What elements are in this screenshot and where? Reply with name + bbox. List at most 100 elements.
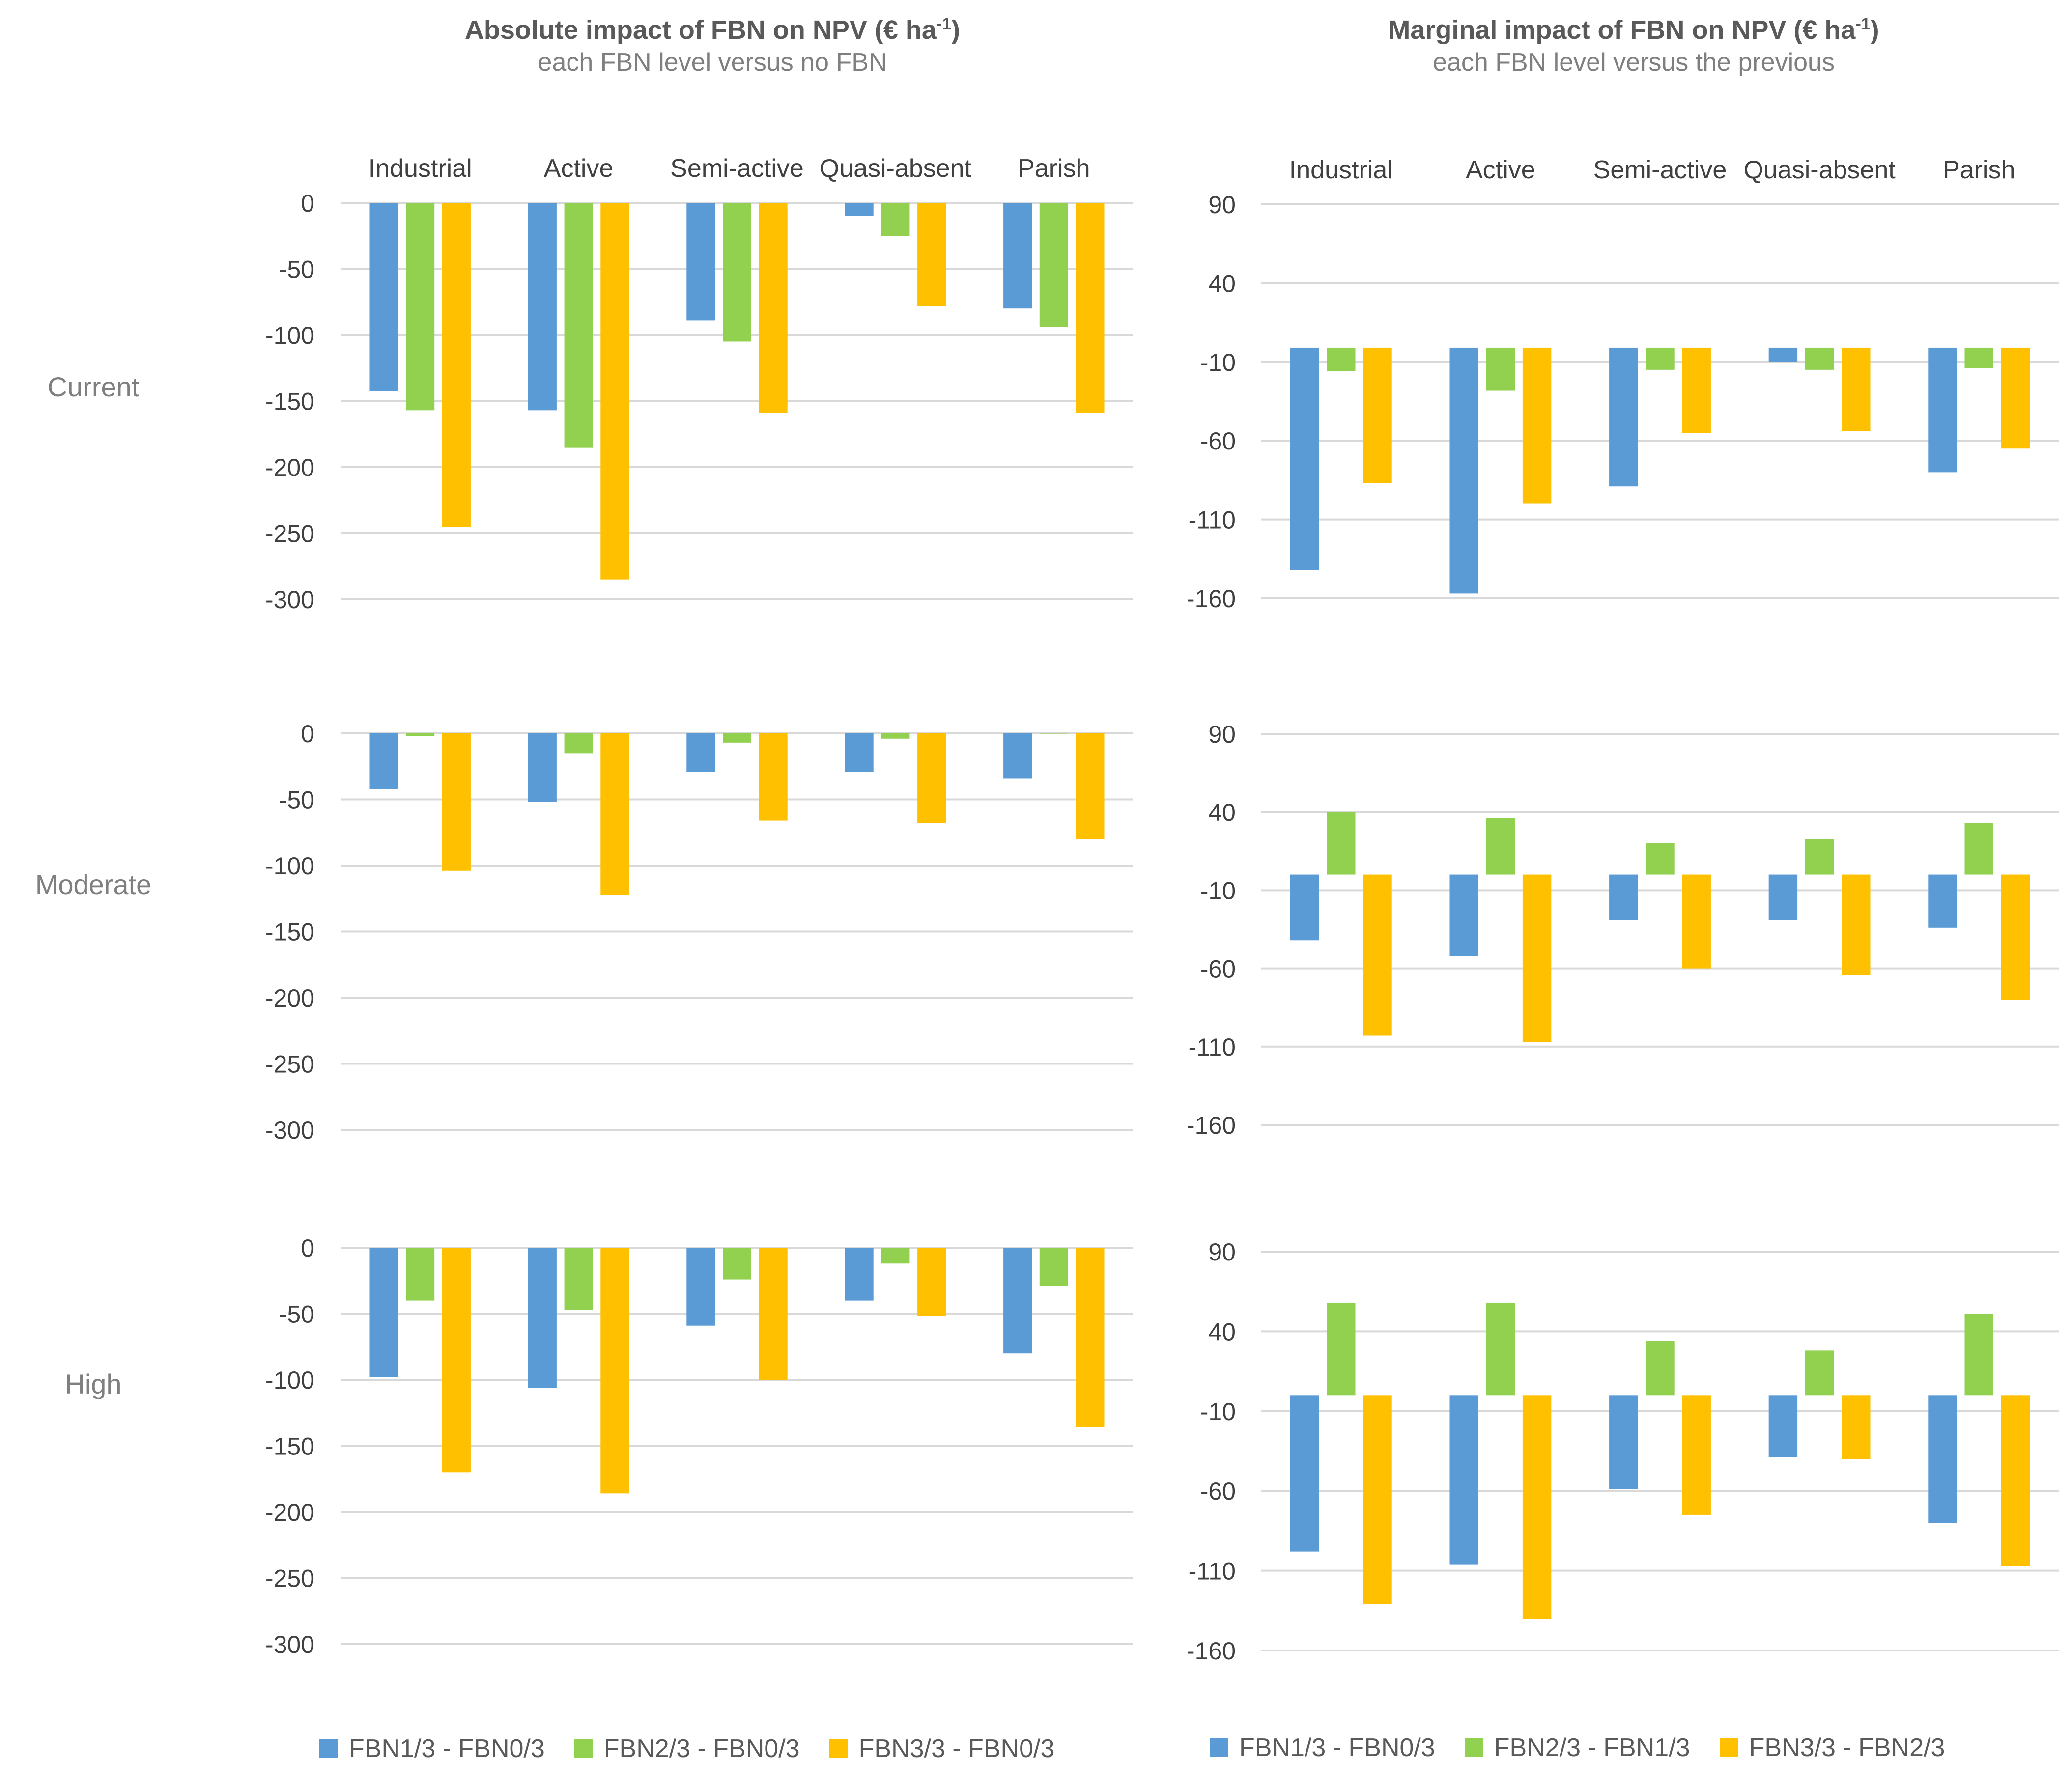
bar-marg-moderate-industrial-s2: [1327, 812, 1356, 875]
bar-marg-current-industrial-s1: [1290, 347, 1319, 570]
y-tick-label: -60: [1200, 427, 1236, 455]
bar-abs-current-industrial-s2: [406, 203, 435, 411]
y-tick-label: -110: [1189, 1558, 1236, 1585]
bar-abs-current-quasi-absent-s2: [881, 203, 910, 236]
y-tick-label: 90: [1208, 721, 1236, 748]
bar-marg-moderate-quasi-absent-s3: [1842, 874, 1871, 975]
legend-left: FBN1/3 - FBN0/3 FBN2/3 - FBN0/3 FBN3/3 -…: [319, 1734, 1084, 1763]
bar-marg-current-semi-active-s3: [1682, 347, 1711, 433]
left-title: Absolute impact of FBN on NPV (€ ha-1): [464, 15, 961, 45]
bar-abs-current-semi-active-s3: [759, 203, 788, 413]
bar-abs-moderate-active-s2: [564, 733, 593, 754]
legend-right-item-3: FBN3/3 - FBN2/3: [1719, 1733, 1945, 1762]
bar-marg-current-semi-active-s1: [1609, 347, 1638, 487]
bar-marg-current-active-s2: [1486, 347, 1515, 391]
left-title-block: Absolute impact of FBN on NPV (€ ha-1) e…: [393, 8, 1032, 79]
legend-left-swatch-3: [829, 1739, 848, 1758]
bar-marg-moderate-quasi-absent-s2: [1805, 839, 1834, 875]
y-tick-label: -160: [1187, 1112, 1236, 1139]
bar-abs-high-quasi-absent-s3: [917, 1248, 946, 1316]
y-tick-label: -250: [265, 520, 314, 548]
bar-abs-moderate-industrial-s1: [369, 733, 398, 789]
category-label: Industrial: [1289, 156, 1393, 184]
bar-marg-high-parish-s2: [1964, 1314, 1993, 1396]
bar-abs-moderate-industrial-s3: [442, 733, 471, 871]
y-tick-label: 0: [301, 190, 314, 217]
legend-left-swatch-1: [319, 1739, 338, 1758]
bar-marg-high-quasi-absent-s3: [1842, 1395, 1871, 1459]
category-label: Semi-active: [1593, 156, 1727, 184]
bar-abs-high-quasi-absent-s1: [845, 1248, 874, 1301]
legend-left-item-2: FBN2/3 - FBN0/3: [574, 1734, 800, 1763]
chart-abs-high: 0 -50 -100 -150 -200 -250 -300: [265, 1234, 1133, 1658]
bar-abs-high-active-s1: [528, 1248, 557, 1388]
bar-marg-current-active-s1: [1449, 347, 1478, 594]
bar-abs-current-industrial-s1: [369, 203, 398, 391]
chart-abs-moderate: 0 -50 -100 -150 -200 -250 -300: [265, 720, 1133, 1144]
y-tick-label: -110: [1189, 506, 1236, 534]
y-tick-label: 0: [301, 720, 314, 748]
category-label: Parish: [1018, 154, 1090, 183]
y-tick-label: -150: [265, 388, 314, 416]
y-tick-label: -100: [265, 322, 314, 349]
bar-marg-moderate-parish-s2: [1964, 823, 1993, 875]
legend-left-label-3: FBN3/3 - FBN0/3: [858, 1734, 1055, 1763]
row-label-high: High: [65, 1369, 122, 1399]
y-tick-label: 90: [1208, 1238, 1236, 1266]
row-label-moderate: Moderate: [35, 869, 152, 900]
y-tick-label: -50: [279, 1301, 314, 1328]
category-label: Parish: [1943, 156, 2015, 184]
bar-abs-current-semi-active-s2: [722, 203, 752, 342]
bar-marg-high-semi-active-s3: [1682, 1395, 1711, 1515]
legend-left-swatch-2: [574, 1739, 593, 1758]
bar-abs-current-active-s2: [564, 203, 593, 448]
y-tick-label: -300: [265, 1631, 314, 1658]
bar-abs-moderate-quasi-absent-s2: [881, 733, 910, 739]
bar-marg-moderate-semi-active-s1: [1609, 874, 1638, 920]
y-tick-label: -100: [265, 1367, 314, 1394]
bar-marg-current-quasi-absent-s3: [1842, 347, 1871, 431]
bar-marg-moderate-industrial-s1: [1290, 874, 1319, 941]
bar-abs-moderate-quasi-absent-s3: [917, 733, 946, 823]
y-tick-label: -200: [265, 1499, 314, 1526]
bar-abs-current-quasi-absent-s1: [845, 203, 874, 216]
row-label-current: Current: [47, 371, 140, 402]
legend-right-item-2: FBN2/3 - FBN1/3: [1464, 1733, 1690, 1762]
bar-abs-high-semi-active-s3: [759, 1248, 788, 1380]
legend-left-label-2: FBN2/3 - FBN0/3: [603, 1734, 800, 1763]
y-tick-label: 40: [1208, 799, 1236, 826]
bar-marg-high-semi-active-s1: [1609, 1395, 1638, 1489]
y-tick-label: -300: [265, 1117, 314, 1144]
bar-abs-high-parish-s3: [1076, 1248, 1105, 1427]
bar-marg-moderate-parish-s1: [1928, 874, 1957, 928]
legend-left-item-1: FBN1/3 - FBN0/3: [319, 1734, 545, 1763]
left-subtitle: each FBN level versus no FBN: [538, 48, 887, 77]
y-tick-label: -10: [1200, 877, 1236, 904]
y-tick-label: -10: [1200, 1398, 1236, 1426]
y-tick-label: -200: [265, 454, 314, 481]
bar-marg-high-quasi-absent-s2: [1805, 1350, 1834, 1396]
bar-abs-current-active-s3: [600, 203, 629, 580]
bar-marg-high-active-s3: [1522, 1395, 1552, 1619]
y-tick-label: -10: [1200, 349, 1236, 376]
bar-marg-moderate-active-s3: [1522, 874, 1552, 1042]
y-tick-label: -50: [279, 786, 314, 814]
bar-abs-high-parish-s2: [1039, 1248, 1068, 1287]
bar-abs-current-semi-active-s1: [686, 203, 715, 321]
bar-abs-high-quasi-absent-s2: [881, 1248, 910, 1264]
category-label: Industrial: [369, 154, 472, 183]
bar-marg-current-semi-active-s2: [1646, 347, 1675, 370]
bar-abs-current-industrial-s3: [442, 203, 471, 527]
y-tick-label: -60: [1200, 1478, 1236, 1505]
bar-abs-current-parish-s1: [1003, 203, 1032, 309]
bar-abs-moderate-parish-s1: [1003, 733, 1032, 779]
y-tick-label: -100: [265, 852, 314, 880]
y-tick-label: 40: [1208, 1318, 1236, 1345]
bar-abs-moderate-semi-active-s3: [759, 733, 788, 821]
bar-marg-current-parish-s3: [2001, 347, 2030, 449]
legend-left-label-1: FBN1/3 - FBN0/3: [349, 1734, 545, 1763]
right-title-block: Marginal impact of FBN on NPV (€ ha-1) e…: [1307, 8, 1960, 79]
legend-left-item-3: FBN3/3 - FBN0/3: [829, 1734, 1055, 1763]
bar-abs-high-industrial-s1: [369, 1248, 398, 1377]
